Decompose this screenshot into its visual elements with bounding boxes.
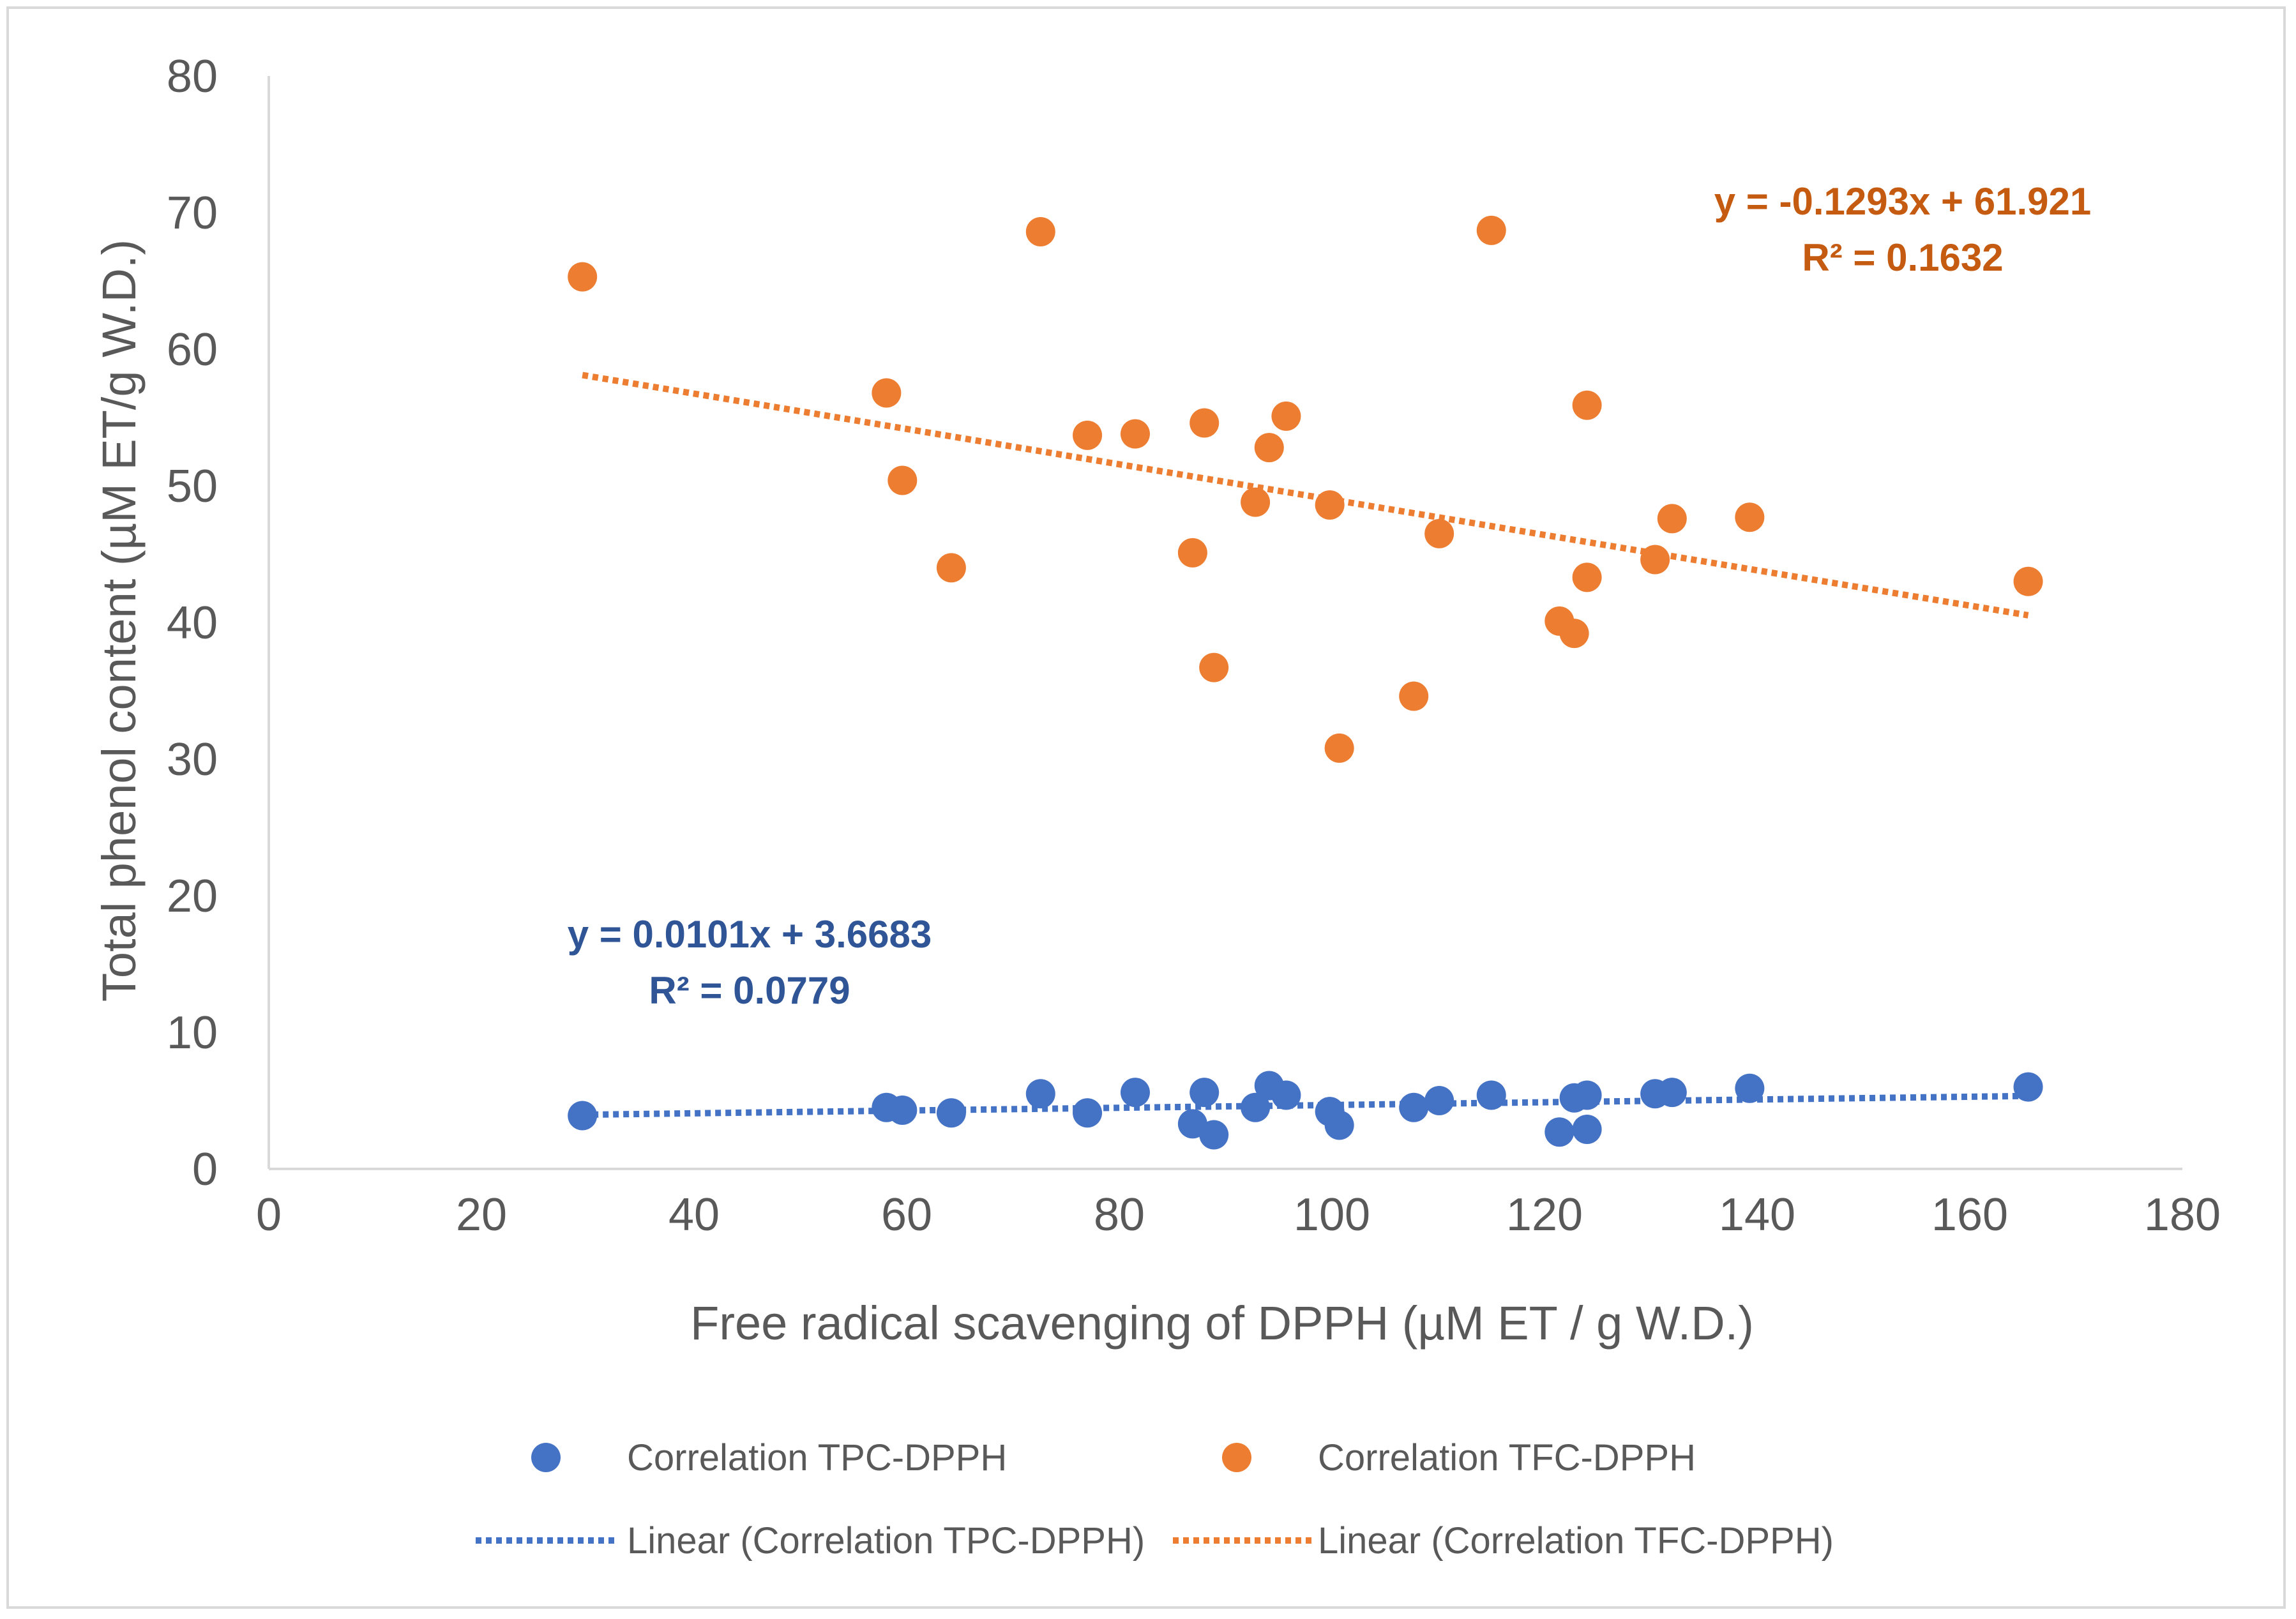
legend-label-tfc-linear: Linear (Correlation TFC-DPPH) [1318, 1520, 1834, 1562]
data-point-tfc [1424, 518, 1454, 548]
data-point-tfc [887, 465, 918, 495]
y-tick-label: 40 [167, 598, 218, 649]
y-tick-label: 70 [167, 188, 218, 239]
data-point-tfc [1073, 420, 1103, 450]
data-point-tfc [1025, 216, 1055, 246]
y-tick-label: 60 [167, 324, 218, 375]
tfc-r2-label: R² = 0.1632 [1802, 236, 2003, 279]
data-point-tfc [568, 262, 598, 292]
data-points [568, 215, 2043, 1150]
y-tick-label: 10 [167, 1007, 218, 1058]
data-point-tpc [2013, 1072, 2043, 1102]
y-axis-title: Total phenol content (µM ET/g W.D.) [93, 239, 146, 1002]
data-point-tfc [1572, 562, 1602, 592]
y-tick-label: 20 [167, 871, 218, 922]
data-point-tfc [1572, 390, 1602, 420]
x-tick-label: 80 [1094, 1189, 1145, 1240]
data-point-tfc [1640, 545, 1670, 575]
data-point-tpc [1657, 1078, 1687, 1108]
data-point-tpc [1572, 1080, 1602, 1110]
data-point-tpc [1324, 1110, 1354, 1140]
data-point-tfc [1476, 215, 1506, 245]
tfc-equation-label: y = -0.1293x + 61.921 [1714, 180, 2092, 223]
chart-frame [6, 6, 2286, 1609]
x-tick-label: 40 [668, 1189, 720, 1240]
x-axis-title: Free radical scavenging of DPPH (µM ET /… [690, 1297, 1754, 1350]
data-point-tfc [1315, 490, 1345, 520]
data-point-tfc [1199, 652, 1229, 682]
data-point-tfc [1657, 504, 1687, 534]
data-point-tpc [1073, 1098, 1103, 1128]
x-tick-label: 60 [881, 1189, 932, 1240]
data-point-tpc [1199, 1120, 1229, 1150]
data-point-tpc [887, 1095, 918, 1125]
x-tick-label: 100 [1294, 1189, 1370, 1240]
data-point-tpc [1190, 1078, 1220, 1108]
data-point-tpc [936, 1098, 966, 1128]
data-point-tfc [872, 378, 902, 408]
tick-labels: 0 20 40 60 80 100 120 140 160 180 0 10 20 30 40 50 60 70 8… [167, 51, 2221, 1240]
trendline-tpc [582, 1092, 2028, 1118]
data-point-tpc [1572, 1114, 1602, 1144]
x-tick-label: 140 [1719, 1189, 1795, 1240]
data-point-tpc [1424, 1086, 1454, 1115]
x-tick-label: 160 [1931, 1189, 2008, 1240]
trendlines [582, 372, 2029, 1118]
data-point-tfc [1120, 419, 1150, 449]
x-tick-label: 0 [256, 1189, 282, 1240]
data-point-tfc [1735, 502, 1765, 532]
data-point-tfc [1559, 619, 1589, 649]
data-point-tfc [1177, 538, 1207, 568]
data-point-tfc [1399, 681, 1429, 711]
data-point-tpc [1025, 1079, 1055, 1109]
legend-label-tfc: Correlation TFC-DPPH [1318, 1437, 1696, 1479]
y-tick-label: 50 [167, 461, 218, 512]
y-tick-label: 0 [192, 1144, 218, 1195]
data-point-tfc [2013, 566, 2043, 596]
tpc-equation-label: y = 0.0101x + 3.6683 [568, 913, 932, 956]
legend: Correlation TPC-DPPH Correlation TFC-DPP… [476, 1437, 1834, 1562]
data-point-tfc [1271, 401, 1301, 431]
x-tick-label: 20 [456, 1189, 507, 1240]
data-point-tpc [568, 1101, 598, 1131]
data-point-tfc [1190, 408, 1220, 438]
tpc-r2-label: R² = 0.0779 [649, 969, 850, 1012]
x-tick-label: 180 [2144, 1189, 2221, 1240]
data-point-tpc [1545, 1117, 1575, 1147]
data-point-tpc [1271, 1080, 1301, 1110]
data-point-tpc [1476, 1080, 1506, 1110]
data-point-tfc [936, 553, 966, 583]
y-tick-label: 80 [167, 51, 218, 102]
axes [268, 76, 2182, 1170]
legend-marker-tpc [531, 1443, 561, 1472]
data-point-tfc [1254, 433, 1284, 463]
data-point-tpc [1120, 1078, 1150, 1108]
data-point-tpc [1241, 1092, 1271, 1122]
trendline-tfc [582, 372, 2029, 619]
x-tick-label: 120 [1506, 1189, 1583, 1240]
legend-marker-tfc [1222, 1443, 1251, 1472]
legend-label-tpc-linear: Linear (Correlation TPC-DPPH) [627, 1520, 1145, 1562]
data-point-tfc [1241, 487, 1271, 517]
data-point-tfc [1324, 733, 1354, 763]
data-point-tpc [1735, 1073, 1765, 1103]
data-point-tpc [1399, 1092, 1429, 1122]
y-tick-label: 30 [167, 734, 218, 785]
legend-label-tpc: Correlation TPC-DPPH [627, 1437, 1007, 1479]
